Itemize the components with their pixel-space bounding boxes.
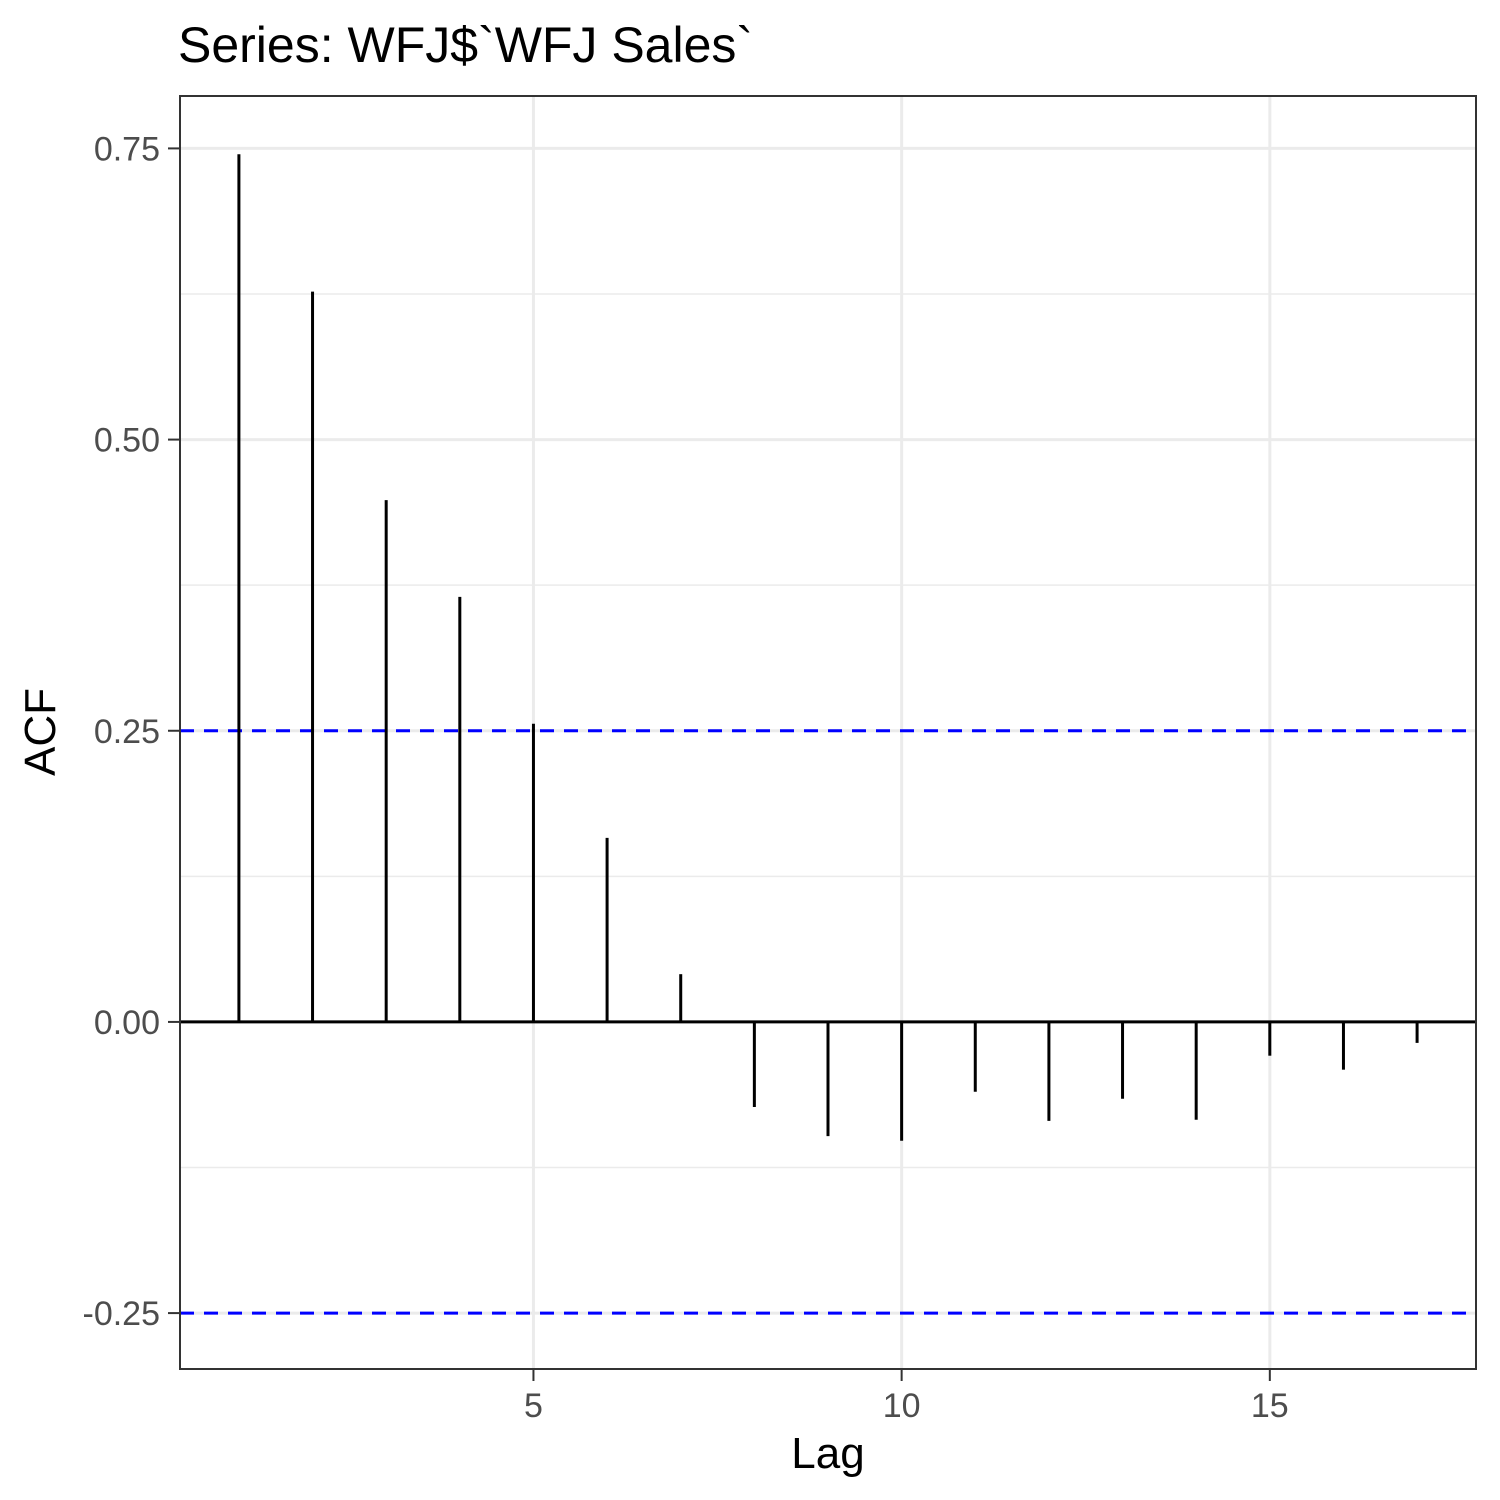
x-tick-label: 15 — [1251, 1387, 1289, 1425]
panel-border — [179, 95, 1477, 1370]
x-tick-label: 10 — [883, 1387, 921, 1425]
chart-title: Series: WFJ$`WFJ Sales` — [178, 17, 753, 73]
y-axis-title: ACF — [16, 688, 65, 776]
x-tick-label: 5 — [524, 1387, 543, 1425]
confidence-bounds — [180, 729, 1476, 1315]
y-tick-label: -0.25 — [83, 1295, 161, 1333]
y-tick-label: 0.75 — [94, 130, 160, 168]
y-tick-label: 0.00 — [94, 1004, 160, 1042]
acf-bars — [180, 154, 1476, 1141]
y-tick-label: 0.50 — [94, 422, 160, 460]
axes: -0.25 0.00 0.25 0.50 0.75 5 10 15 — [83, 95, 1477, 1425]
grid-layer — [180, 96, 1476, 1369]
y-tick-label: 0.25 — [94, 713, 160, 751]
x-axis-title: Lag — [791, 1429, 864, 1478]
